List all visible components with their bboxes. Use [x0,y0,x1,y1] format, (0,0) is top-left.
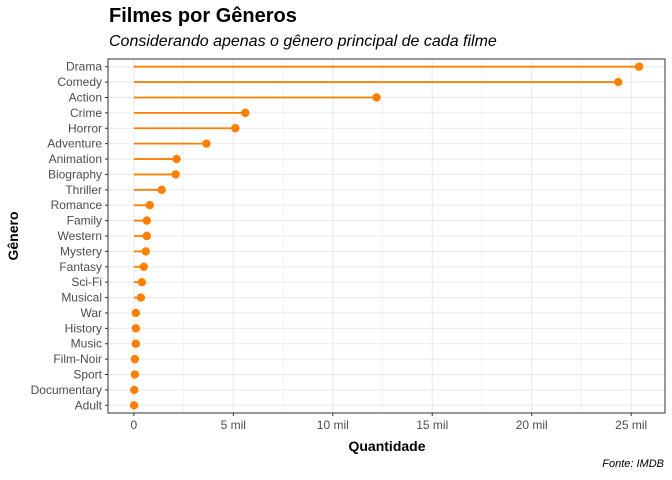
y-tick-label: Adult [75,398,103,412]
lollipop-point [372,93,380,101]
y-tick-label: Horror [68,121,102,135]
y-tick-label: Western [58,229,102,243]
y-tick-label: Adventure [47,137,102,151]
y-tick-label: Thriller [65,183,102,197]
lollipop-point [146,201,154,209]
lollipop-point [130,401,138,409]
lollipop-point [158,186,166,194]
x-tick-label: 15 mil [416,418,448,432]
lollipop-point [171,170,179,178]
y-tick-label: Romance [51,198,103,212]
x-tick-label: 0 [131,418,138,432]
x-tick-label: 5 mil [221,418,246,432]
lollipop-point [137,293,145,301]
y-tick-label: Musical [61,291,102,305]
lollipop-point [132,340,140,348]
lollipop-point [172,155,180,163]
chart-caption: Fonte: IMDB [602,458,664,470]
y-tick-label: Family [67,214,102,228]
y-tick-label: Documentary [31,383,102,397]
y-axis-label: Gênero [5,211,21,260]
lollipop-point [241,109,249,117]
lollipop-point [143,232,151,240]
lollipop-point [202,139,210,147]
y-tick-label: Drama [66,60,102,74]
y-tick-label: Sport [73,368,102,382]
lollipop-point [132,309,140,317]
lollipop-point [231,124,239,132]
y-tick-label: Crime [70,106,102,120]
lollipop-point [132,324,140,332]
x-axis-label: Quantidade [348,438,425,454]
y-tick-label: Fantasy [59,260,102,274]
y-tick-label: Action [69,90,102,104]
lollipop-point [142,247,150,255]
x-tick-label: 25 mil [615,418,647,432]
lollipop-point [614,78,622,86]
lollipop-point [130,386,138,394]
y-tick-label: Mystery [60,244,102,258]
lollipop-point [143,216,151,224]
y-tick-label: Comedy [57,75,102,89]
lollipop-point [635,62,643,70]
x-tick-label: 20 mil [516,418,548,432]
x-tick-label: 10 mil [317,418,349,432]
y-tick-label: Sci-Fi [71,275,102,289]
lollipop-point [131,355,139,363]
lollipop-point [138,278,146,286]
y-tick-label: Music [71,337,102,351]
y-tick-label: Animation [49,152,102,166]
y-tick-label: Biography [48,167,102,181]
y-tick-label: History [65,321,102,335]
y-tick-label: War [80,306,102,320]
lollipop-point [140,263,148,271]
lollipop-point [131,370,139,378]
y-tick-label: Film-Noir [53,352,102,366]
